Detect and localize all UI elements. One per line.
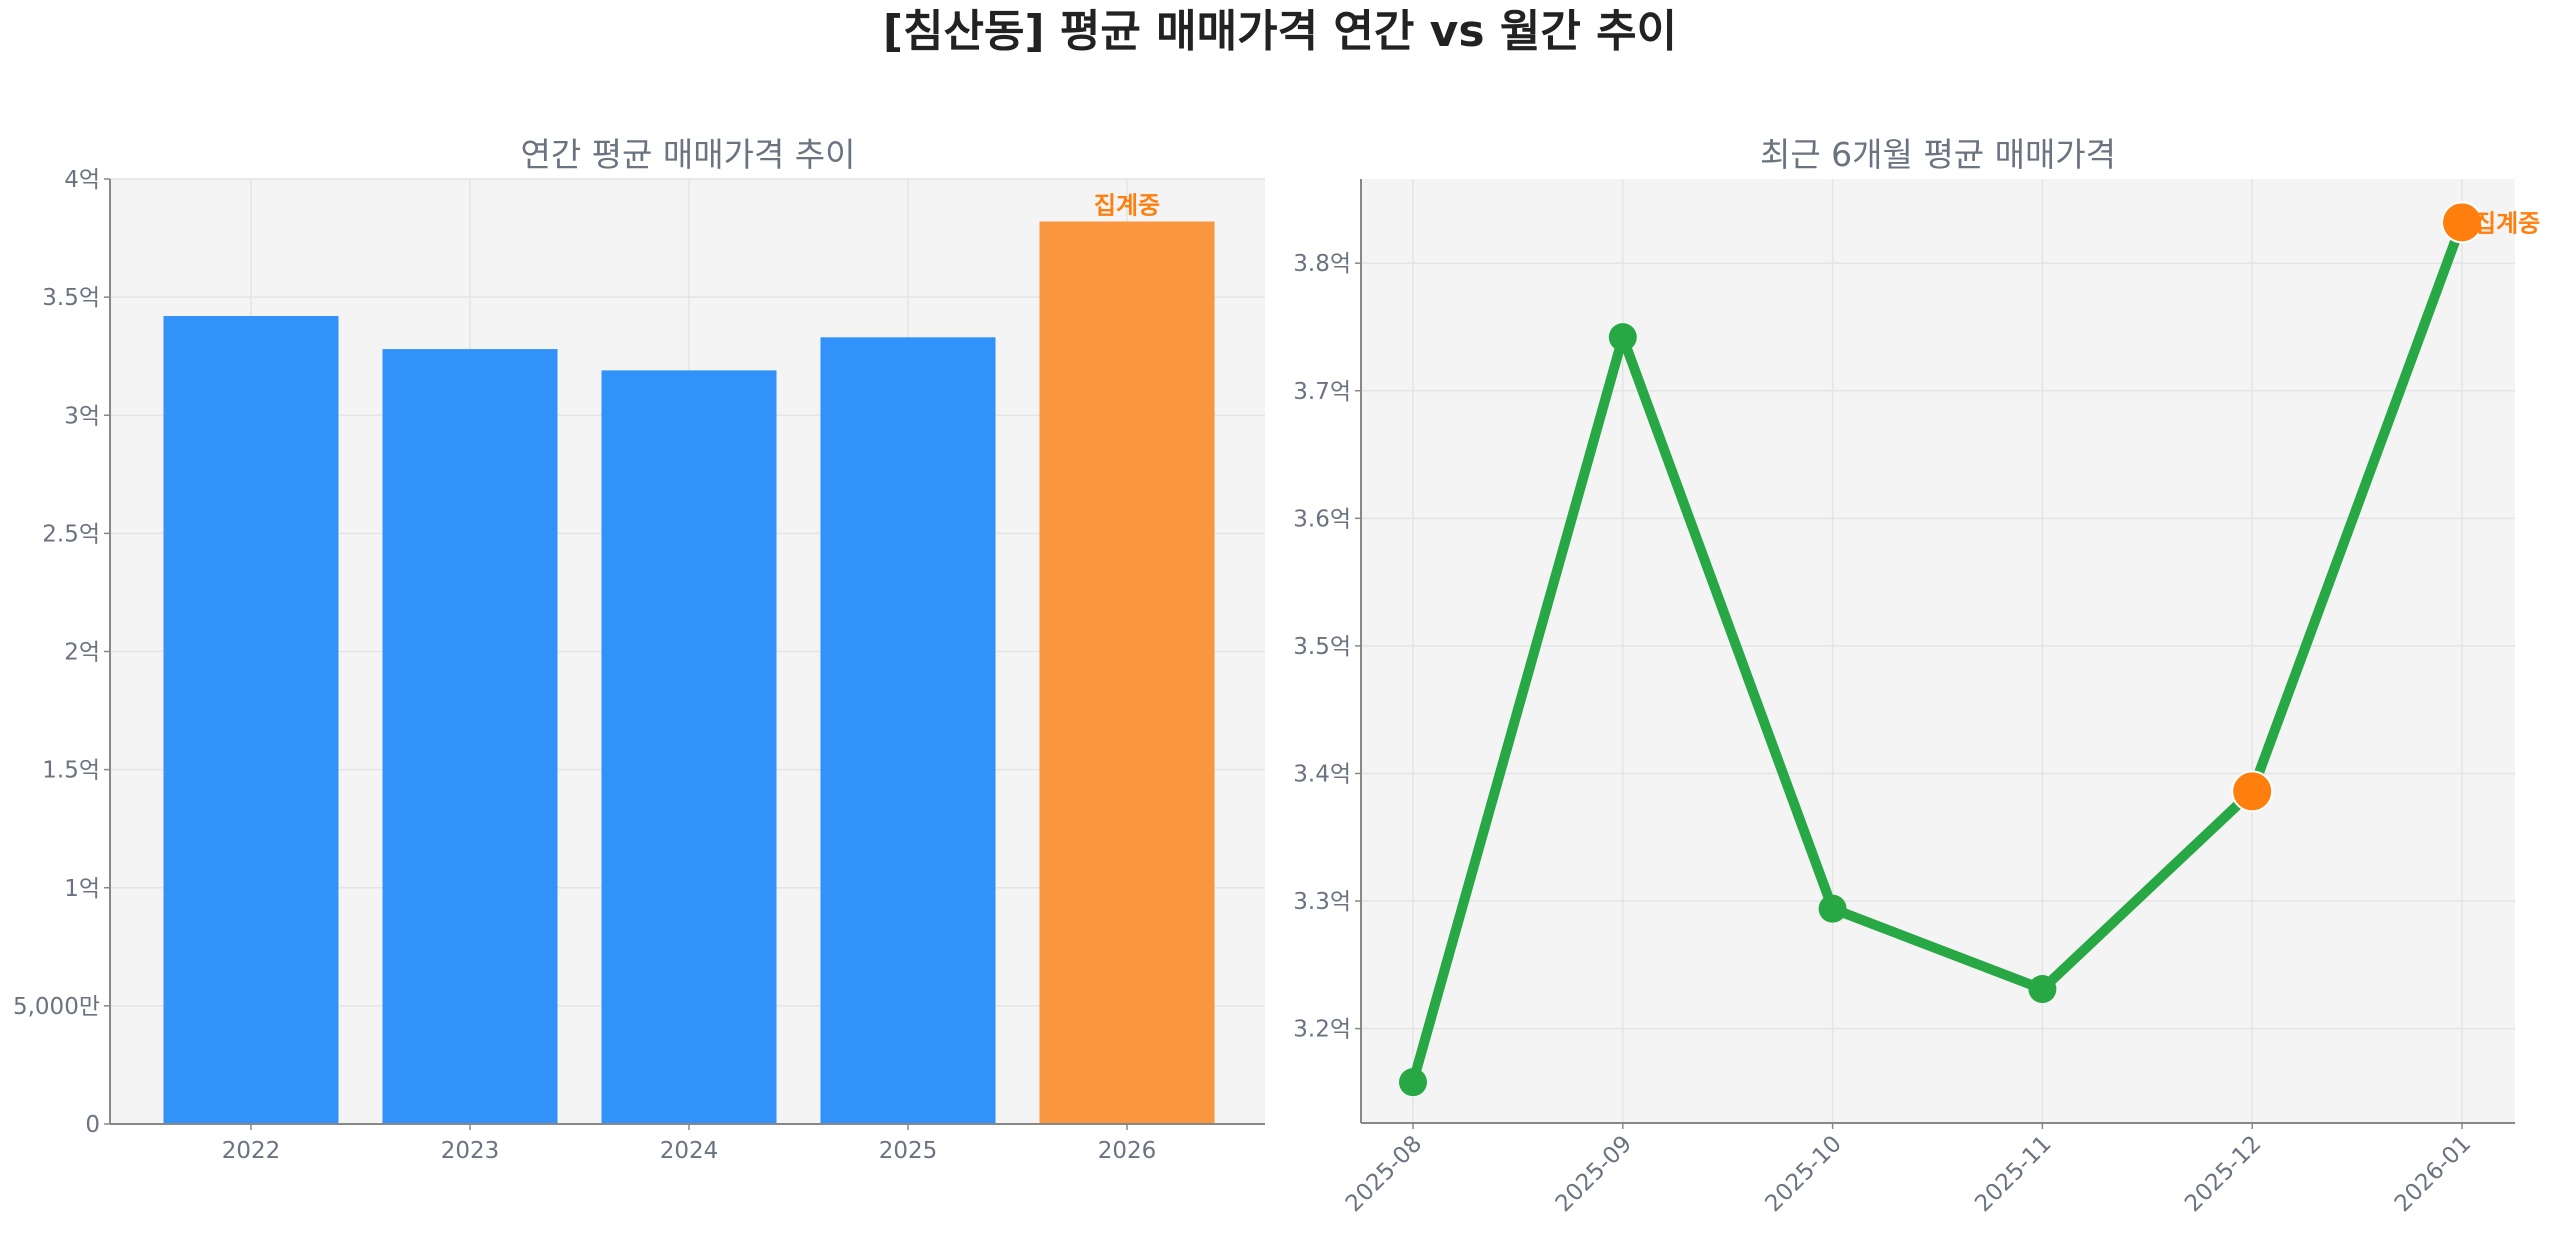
y-tick-label: 4억: [64, 167, 100, 193]
y-tick-label: 3억: [64, 403, 100, 429]
bar-2022: [163, 316, 339, 1124]
y-tick-label: 5,000만: [13, 994, 100, 1020]
x-tick-label: 2022: [222, 1138, 281, 1164]
x-tick-label: 2023: [441, 1138, 500, 1164]
data-point-2025-12: [2231, 770, 2274, 813]
figure-title: [침산동] 평균 매매가격 연간 vs 월간 추이: [883, 6, 1677, 57]
y-tick-label: 2억: [64, 640, 100, 666]
bar-2025: [820, 337, 996, 1125]
y-tick-label: 3.7억: [1293, 379, 1351, 405]
y-tick-label: 3.5억: [42, 285, 100, 311]
data-point-2025-11: [2028, 975, 2057, 1004]
y-tick-label: 3.8억: [1293, 251, 1351, 277]
y-tick-label: 2.5억: [42, 521, 100, 547]
x-tick-label: 2025-10: [1760, 1131, 1846, 1217]
x-tick-label: 2026: [1098, 1138, 1157, 1164]
y-tick-label: 0: [85, 1112, 100, 1138]
x-tick-label: 2025-11: [1970, 1131, 2056, 1217]
y-tick-label: 1억: [64, 876, 100, 902]
x-tick-label: 2025-08: [1341, 1131, 1427, 1217]
bar-annotation: 집계중: [1094, 192, 1160, 220]
line-chart: 2025-08 2025-09 2025-10 2025-11 2025-12 2026-…: [1293, 179, 2540, 1217]
line-chart-title: 최근 6개월 평균 매매가격: [1760, 135, 2116, 174]
x-tick-label: 2024: [660, 1138, 719, 1164]
bar-2026: [1039, 221, 1215, 1124]
data-point-2025-08: [1399, 1068, 1427, 1097]
y-tick-label: 3.4억: [1293, 761, 1351, 787]
data-point-2025-09: [1608, 323, 1637, 352]
bar-2024: [601, 370, 777, 1124]
y-tick-label: 3.6억: [1293, 506, 1351, 532]
data-point-2026-01: [2441, 201, 2483, 244]
data-point-2025-10: [1818, 894, 1847, 923]
line-annotation: 집계중: [2474, 209, 2540, 237]
x-tick-label: 2026-01: [2390, 1131, 2476, 1217]
bar-2023: [382, 349, 558, 1125]
x-tick-label: 2025-09: [1551, 1131, 1637, 1217]
y-tick-label: 3.2억: [1293, 1017, 1351, 1043]
series-line: [1408, 220, 2467, 1084]
x-tick-label: 2025: [879, 1138, 938, 1164]
y-tick-label: 3.5억: [1293, 634, 1351, 660]
plot-background: [1361, 179, 2515, 1123]
bar-chart: 0 5,000만 1억 1.5억 2억 2.5억 3억 3.5억 4억 2022 2023 2024 2…: [13, 167, 1265, 1164]
bar-chart-title: 연간 평균 매매가격 추이: [520, 135, 855, 174]
y-tick-label: 1.5억: [42, 758, 100, 784]
x-tick-label: 2025-12: [2180, 1131, 2266, 1217]
y-tick-label: 3.3억: [1293, 889, 1351, 915]
